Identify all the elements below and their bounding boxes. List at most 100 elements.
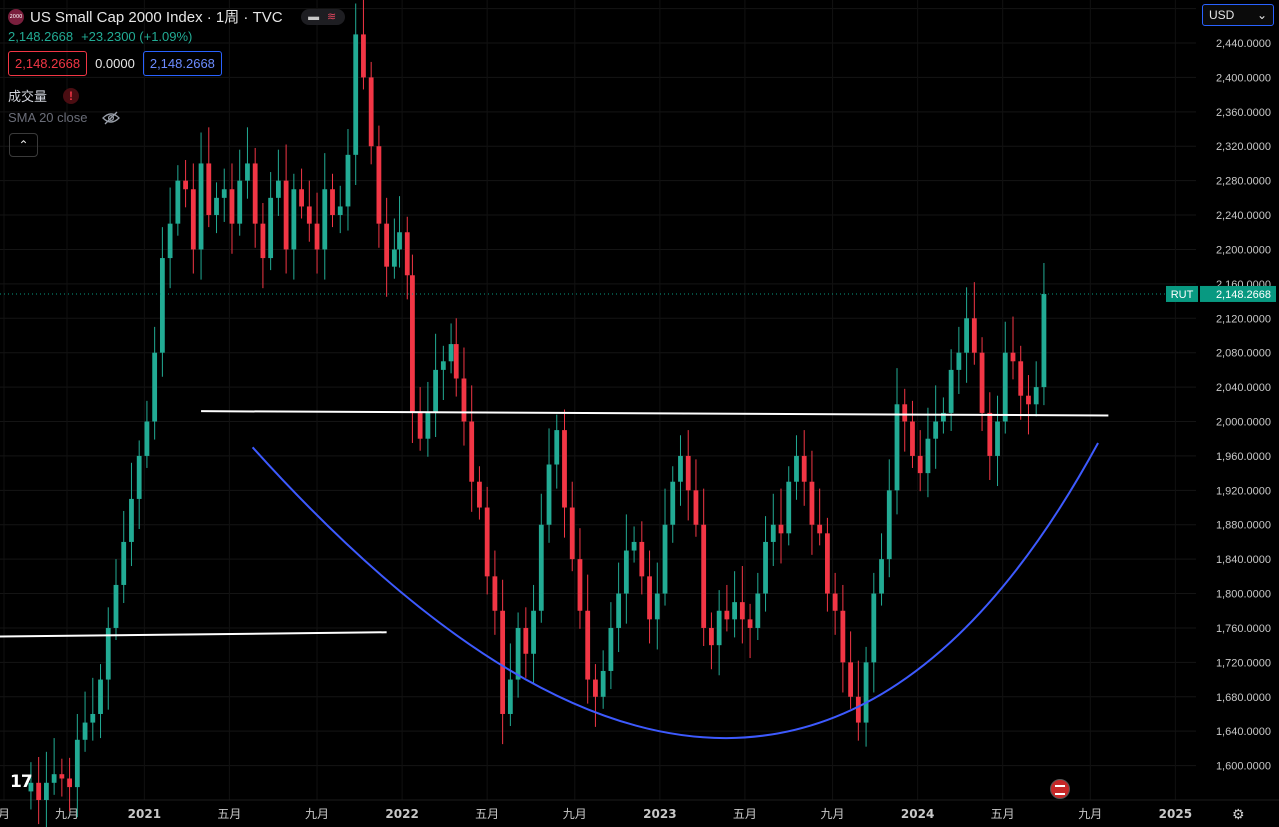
x-tick-label: 2022	[385, 807, 418, 821]
y-tick-label: 2,080.0000	[1216, 348, 1271, 360]
candle-body	[631, 541, 637, 551]
minimize-icon[interactable]: ▬	[308, 10, 320, 23]
chevron-up-icon: ⌃	[18, 138, 29, 152]
compare-wave-icon[interactable]: ≋	[327, 10, 337, 23]
x-tick-label: 2021	[128, 807, 161, 821]
candle-body	[433, 369, 439, 413]
symbol-header[interactable]: 2000 US Small Cap 2000 Index · 1周 · TVC …	[8, 6, 345, 27]
symbol-badge	[1166, 285, 1198, 302]
candle-body	[840, 610, 846, 663]
y-tick-label: 2,280.0000	[1216, 176, 1271, 188]
candle-body	[925, 438, 931, 474]
candle-body	[995, 421, 1000, 456]
candle-body	[670, 481, 676, 525]
candle-body	[933, 421, 939, 439]
candle-body	[562, 430, 567, 508]
y-tick-label: 2,200.0000	[1216, 244, 1271, 256]
candle-body	[778, 524, 784, 534]
y-tick-label: 1,720.0000	[1216, 657, 1271, 669]
symbol-logo-icon: 2000	[8, 8, 24, 25]
currency-label: USD	[1209, 8, 1235, 22]
candle-body	[577, 559, 583, 611]
symbol-title[interactable]: US Small Cap 2000 Index · 1周 · TVC	[30, 9, 283, 26]
resistance-line	[201, 410, 1109, 417]
candle-body	[770, 524, 776, 542]
y-tick-label: 1,760.0000	[1216, 623, 1271, 635]
candle-body	[871, 593, 877, 663]
x-tick-label: 五月	[475, 807, 499, 821]
candle-body	[492, 576, 498, 611]
candle-body	[337, 206, 343, 216]
collapse-legend-button[interactable]: ⌃	[9, 133, 38, 157]
candle-body	[361, 34, 366, 78]
candle-body	[538, 524, 544, 611]
candle-body	[221, 189, 227, 198]
candle-body	[353, 34, 359, 155]
warning-icon[interactable]: !	[63, 87, 80, 104]
candle-body	[425, 412, 431, 439]
candle-body	[523, 627, 529, 654]
y-tick-label: 2,400.0000	[1216, 72, 1271, 84]
candle-body	[183, 180, 188, 190]
candle-body	[732, 602, 738, 620]
candle-body	[546, 464, 552, 525]
y-tick-label: 2,440.0000	[1216, 38, 1271, 50]
candle-body	[345, 154, 351, 207]
buy-button[interactable]: 2,148.2668	[142, 51, 222, 76]
candle-body	[167, 223, 173, 259]
candle-body	[608, 627, 614, 671]
candle-body	[484, 507, 490, 577]
y-tick-label: 1,680.0000	[1216, 692, 1271, 704]
candle-body	[144, 421, 150, 456]
candle-body	[67, 778, 72, 788]
candle-body	[801, 455, 807, 482]
candle-body	[283, 180, 289, 250]
candle-body	[291, 189, 297, 250]
candle-body	[1026, 395, 1031, 405]
sma-legend[interactable]: SMA 20 close	[8, 110, 120, 125]
candle-body	[113, 584, 119, 628]
chevron-down-icon: ⌄	[1256, 8, 1267, 22]
x-tick-label: 九月	[55, 807, 79, 821]
candle-body	[1033, 387, 1039, 405]
candle-body	[376, 146, 382, 224]
candle-body	[886, 490, 892, 560]
currency-select[interactable]: USD ⌄	[1202, 4, 1274, 26]
x-tick-label: 五月	[991, 807, 1015, 821]
candle-body	[507, 679, 513, 714]
x-tick-label: 九月	[1078, 807, 1102, 821]
candle-body	[724, 610, 730, 620]
candle-body	[902, 404, 908, 422]
y-tick-label: 2,120.0000	[1216, 313, 1271, 325]
x-tick-label: 月	[0, 807, 10, 821]
candle-body	[654, 593, 660, 620]
tradingview-logo[interactable]: 17	[10, 772, 33, 792]
candle-body	[397, 232, 402, 250]
candle-body	[747, 619, 753, 628]
x-tick-label: 五月	[733, 807, 757, 821]
gear-icon[interactable]: ⚙	[1232, 806, 1245, 822]
candle-body	[554, 430, 560, 465]
candle-body	[306, 206, 312, 224]
candle-body	[948, 369, 954, 413]
candle-body	[59, 774, 65, 779]
sell-button[interactable]: 2,148.2668	[8, 51, 88, 76]
eye-off-icon[interactable]	[101, 111, 120, 125]
candle-body	[121, 541, 127, 585]
candle-body	[848, 662, 854, 697]
candle-body	[51, 774, 57, 783]
candle-body	[825, 533, 830, 594]
candle-body	[855, 696, 861, 723]
volume-legend[interactable]: 成交量 !	[8, 86, 80, 105]
candle-body	[600, 670, 606, 697]
candle-body	[755, 593, 761, 628]
price-change-row: 2,148.2668 +23.2300 (+1.09%)	[8, 29, 192, 44]
us-flag-icon[interactable]	[1050, 779, 1070, 799]
y-tick-label: 1,640.0000	[1216, 726, 1271, 738]
candle-body	[701, 524, 707, 628]
header-actions[interactable]: ▬ ≋	[300, 8, 345, 25]
y-tick-label: 1,800.0000	[1216, 589, 1271, 601]
candle-body	[1010, 352, 1016, 362]
candle-body	[43, 782, 49, 800]
